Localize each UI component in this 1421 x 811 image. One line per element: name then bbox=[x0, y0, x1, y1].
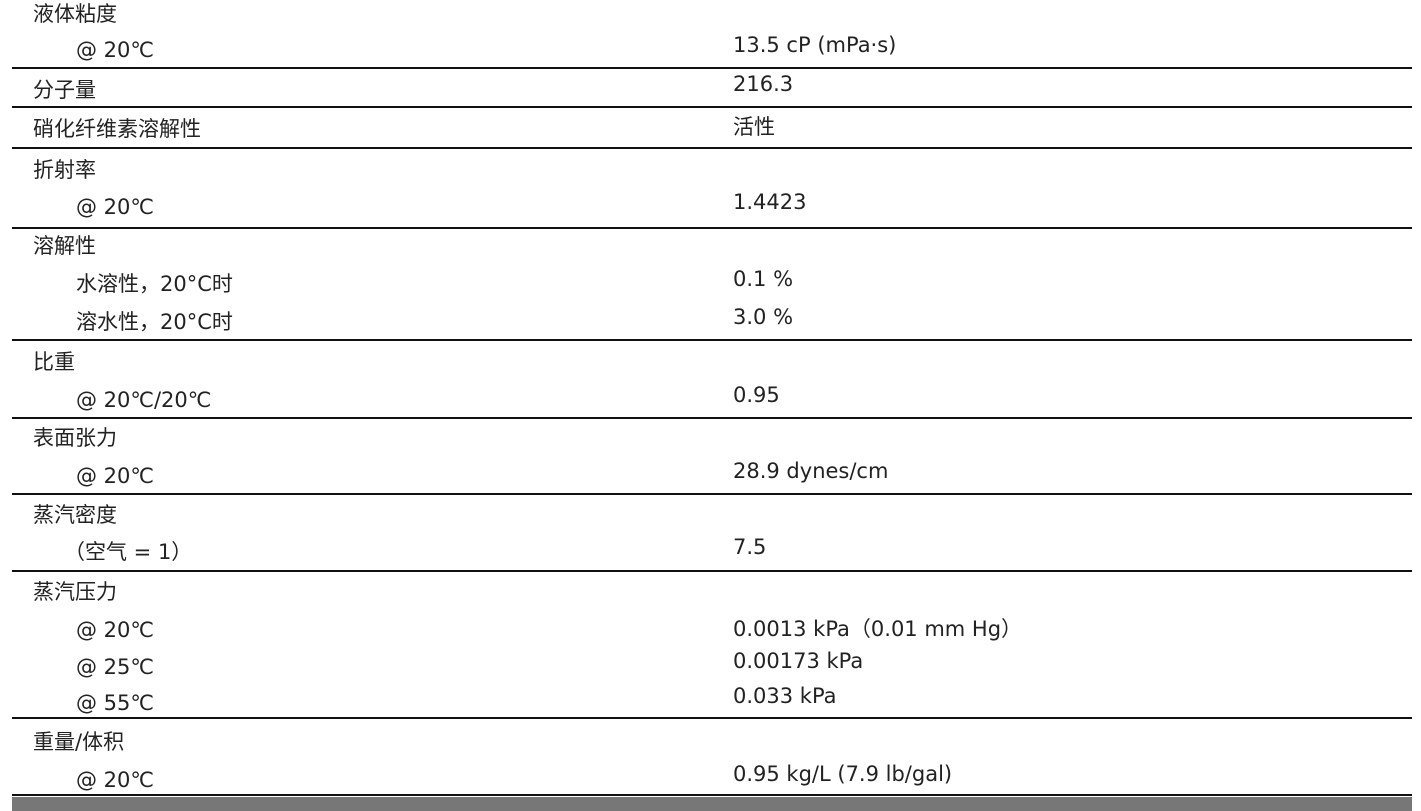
condition-label: @ 20℃/20℃ bbox=[76, 388, 212, 412]
row-divider bbox=[12, 106, 1412, 108]
property-value: 1.4423 bbox=[733, 190, 807, 214]
row-divider bbox=[12, 339, 1412, 341]
property-name: 表面张力 bbox=[33, 426, 117, 450]
property-name: 折射率 bbox=[33, 158, 96, 182]
condition-label: （空气 = 1） bbox=[64, 540, 193, 564]
property-name: 液体粘度 bbox=[33, 2, 117, 26]
condition-label: @ 20℃ bbox=[76, 768, 154, 792]
property-name: 硝化纤维素溶解性 bbox=[33, 117, 201, 141]
condition-label: 溶水性，20°C时 bbox=[76, 310, 233, 334]
property-name: 分子量 bbox=[33, 78, 96, 102]
property-value: 0.95 bbox=[733, 383, 780, 407]
row-divider bbox=[12, 717, 1412, 719]
condition-label: @ 20℃ bbox=[76, 618, 154, 642]
property-value: 0.00173 kPa bbox=[733, 649, 864, 673]
property-value: 0.0013 kPa（0.01 mm Hg） bbox=[733, 617, 1023, 641]
property-name: 蒸汽压力 bbox=[33, 580, 117, 604]
row-divider bbox=[12, 417, 1412, 419]
property-value: 0.033 kPa bbox=[733, 684, 837, 708]
property-value: 28.9 dynes/cm bbox=[733, 459, 889, 483]
row-divider bbox=[12, 67, 1412, 69]
row-divider bbox=[12, 227, 1412, 229]
condition-label: @ 55℃ bbox=[76, 691, 154, 715]
condition-label: @ 25℃ bbox=[76, 655, 154, 679]
property-name: 比重 bbox=[33, 350, 75, 374]
property-value: 0.95 kg/L (7.9 lb/gal) bbox=[733, 762, 953, 786]
row-divider bbox=[12, 794, 1412, 796]
condition-label: @ 20℃ bbox=[76, 464, 154, 488]
property-name: 重量/体积 bbox=[33, 730, 125, 754]
property-value: 216.3 bbox=[733, 72, 794, 96]
row-divider bbox=[12, 147, 1412, 149]
property-value: 13.5 cP (mPa·s) bbox=[733, 33, 897, 57]
property-name: 蒸汽密度 bbox=[33, 503, 117, 527]
row-divider bbox=[12, 493, 1412, 495]
property-value: 活性 bbox=[733, 115, 775, 139]
property-name: 溶解性 bbox=[33, 234, 96, 258]
condition-label: @ 20℃ bbox=[76, 38, 154, 62]
property-value: 3.0 % bbox=[733, 305, 794, 329]
condition-label: 水溶性，20°C时 bbox=[76, 272, 233, 296]
row-divider bbox=[12, 570, 1412, 572]
footer-band bbox=[12, 797, 1412, 811]
property-value: 7.5 bbox=[733, 535, 767, 559]
property-value: 0.1 % bbox=[733, 267, 794, 291]
condition-label: @ 20℃ bbox=[76, 195, 154, 219]
